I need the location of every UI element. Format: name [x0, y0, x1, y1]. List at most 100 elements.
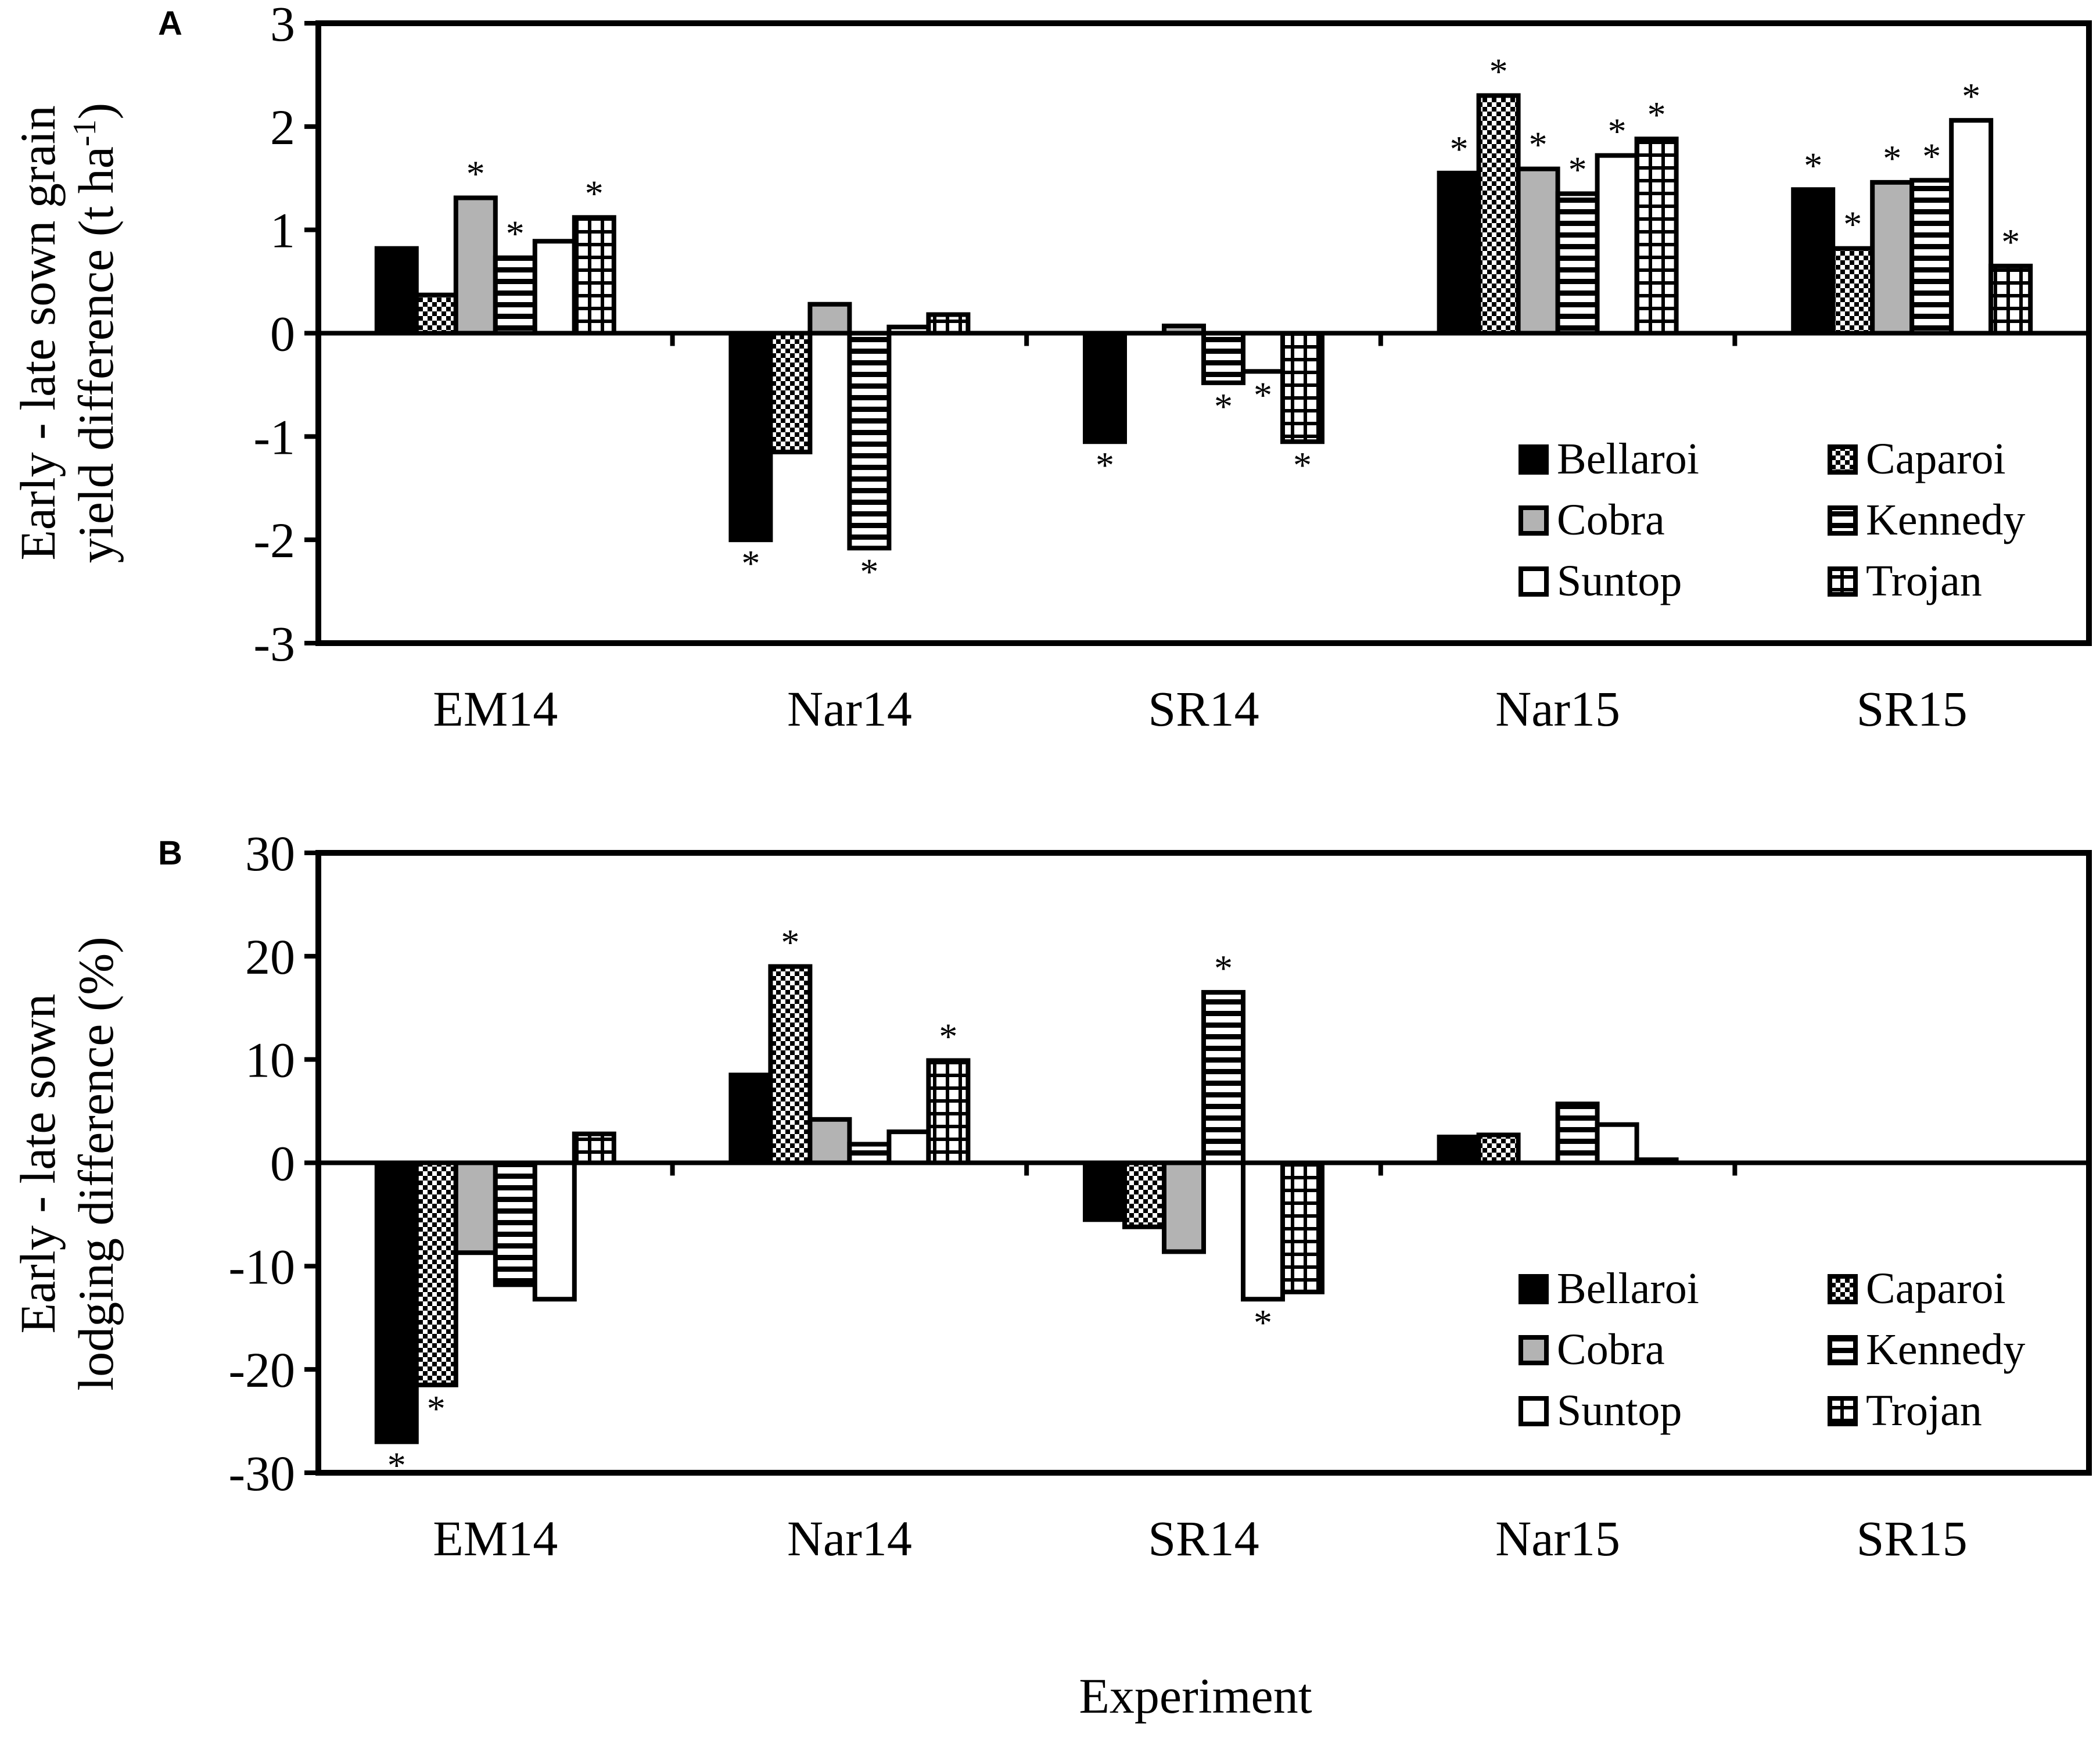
bars — [374, 964, 1679, 1444]
significance-star: * — [1214, 948, 1233, 989]
legend-label-caparoi: Caparoi — [1866, 1264, 2006, 1313]
y-tick-label: -1 — [253, 409, 295, 465]
significance-star: * — [781, 922, 799, 963]
legend-swatch-caparoi — [1828, 444, 1858, 475]
category-label-sr15: SR15 — [1857, 681, 1968, 737]
bar-trojan-nar15 — [1634, 137, 1679, 336]
significance-star: * — [1962, 76, 1980, 117]
y-tick-label: 2 — [270, 99, 295, 155]
bar-bellaroi-nar14 — [728, 331, 773, 543]
legend-label-cobra: Cobra — [1557, 496, 1665, 544]
bar-suntop-sr15 — [1949, 118, 1994, 336]
significance-star: * — [1293, 444, 1312, 486]
bar-kennedy-sr14 — [1201, 990, 1245, 1165]
y-axis-ticks: 3 2 1 0 -1 -2 -3 — [253, 0, 2089, 672]
y-tick-label: 0 — [270, 306, 295, 362]
bar-trojan-em14 — [572, 1131, 616, 1165]
significance-star: * — [1450, 128, 1469, 170]
significance-markers: * * * * * * * * * * * * * * * * * * * * * — [466, 51, 2020, 592]
bar-bellaroi-sr15 — [1791, 187, 1836, 336]
significance-star: * — [1568, 149, 1587, 190]
y-tick-label: 0 — [270, 1136, 295, 1192]
y-axis-title-line-2: yield difference (t ha-1) — [67, 103, 124, 563]
legend: Bellaroi Caparoi Cobra Kennedy Suntop Trojan — [1519, 1264, 2025, 1435]
significance-star: * — [1096, 444, 1114, 486]
legend-swatch-suntop — [1519, 1396, 1549, 1426]
bar-suntop-nar14 — [886, 1129, 931, 1165]
bar-trojan-nar14 — [926, 1058, 971, 1165]
legend-swatch-bellaroi — [1519, 1274, 1549, 1304]
significance-star: * — [1922, 135, 1941, 177]
significance-markers: * * * * * * — [387, 922, 1272, 1486]
legend-swatch-cobra — [1519, 1335, 1549, 1365]
legend-swatch-trojan — [1828, 566, 1858, 597]
significance-star: * — [466, 153, 485, 195]
bar-cobra-em14 — [453, 195, 498, 336]
y-axis-title-line-1: Early - late sown — [10, 993, 66, 1333]
bar-trojan-sr15 — [1988, 263, 2033, 336]
category-label-sr14: SR14 — [1148, 1511, 1259, 1566]
bar-kennedy-em14 — [493, 255, 537, 336]
y-tick-label: 1 — [270, 203, 295, 259]
y-tick-label: 10 — [245, 1032, 295, 1088]
bar-caparoi-nar15 — [1476, 1132, 1521, 1165]
significance-star: * — [860, 551, 878, 592]
category-label-nar15: Nar15 — [1495, 1511, 1620, 1566]
bar-kennedy-sr15 — [1909, 178, 1954, 336]
panel-a: A 3 2 1 0 -1 -2 -3 * * * * * * * * * * * * * * * * * * * * * EM14 N… — [10, 0, 2092, 737]
bar-bellaroi-nar15 — [1437, 170, 1481, 336]
significance-star: * — [1647, 94, 1666, 135]
bar-caparoi-nar14 — [768, 331, 813, 455]
bar-caparoi-em14 — [414, 1160, 458, 1387]
panel-a-letter: A — [158, 5, 182, 42]
legend-label-kennedy: Kennedy — [1866, 496, 2025, 544]
significance-star: * — [506, 213, 525, 254]
bar-kennedy-em14 — [493, 1160, 537, 1287]
legend-swatch-kennedy — [1828, 505, 1858, 536]
y-axis-title-main: yield difference (t ha — [68, 146, 124, 563]
significance-star: * — [1254, 1302, 1272, 1343]
legend-label-cobra: Cobra — [1557, 1325, 1665, 1374]
y-tick-label: -3 — [253, 616, 295, 672]
significance-star: * — [1489, 51, 1508, 92]
bar-kennedy-nar14 — [847, 331, 892, 551]
legend-swatch-caparoi — [1828, 1274, 1858, 1304]
category-label-em14: EM14 — [433, 681, 558, 737]
legend-label-trojan: Trojan — [1866, 557, 1982, 605]
y-axis-title-line-2: lodging difference (%) — [68, 937, 124, 1391]
significance-star: * — [939, 1016, 957, 1057]
y-tick-label: -30 — [228, 1445, 295, 1501]
bar-suntop-sr14 — [1241, 1160, 1285, 1302]
bar-bellaroi-nar15 — [1437, 1135, 1481, 1165]
bar-suntop-sr14 — [1241, 331, 1285, 374]
bar-caparoi-sr15 — [1830, 246, 1875, 336]
significance-star: * — [1608, 111, 1627, 152]
legend-label-kennedy: Kennedy — [1866, 1325, 2025, 1374]
bar-cobra-nar14 — [807, 302, 852, 336]
significance-star: * — [1804, 145, 1822, 186]
legend-label-bellaroi: Bellaroi — [1557, 1264, 1699, 1313]
bar-bellaroi-nar14 — [728, 1072, 773, 1165]
bar-caparoi-nar15 — [1476, 93, 1521, 336]
legend-swatch-bellaroi — [1519, 444, 1549, 475]
bar-suntop-em14 — [532, 239, 577, 336]
legend-swatch-trojan — [1828, 1396, 1858, 1426]
bar-cobra-sr14 — [1162, 324, 1206, 336]
category-label-nar15: Nar15 — [1495, 681, 1620, 737]
significance-star: * — [741, 543, 760, 584]
bar-bellaroi-sr14 — [1083, 1160, 1127, 1222]
category-label-em14: EM14 — [433, 1511, 558, 1566]
bar-kennedy-nar15 — [1555, 1102, 1600, 1165]
legend-swatch-kennedy — [1828, 1335, 1858, 1365]
y-tick-label: -2 — [253, 512, 295, 568]
significance-star: * — [1883, 138, 1901, 179]
bar-caparoi-nar14 — [768, 964, 813, 1165]
bar-bellaroi-em14 — [374, 246, 419, 336]
bar-suntop-nar15 — [1595, 153, 1639, 336]
significance-star: * — [585, 173, 604, 214]
bar-trojan-nar14 — [926, 312, 971, 336]
bar-trojan-em14 — [572, 215, 616, 336]
legend-label-suntop: Suntop — [1557, 1386, 1682, 1435]
y-tick-label: 3 — [270, 0, 295, 52]
